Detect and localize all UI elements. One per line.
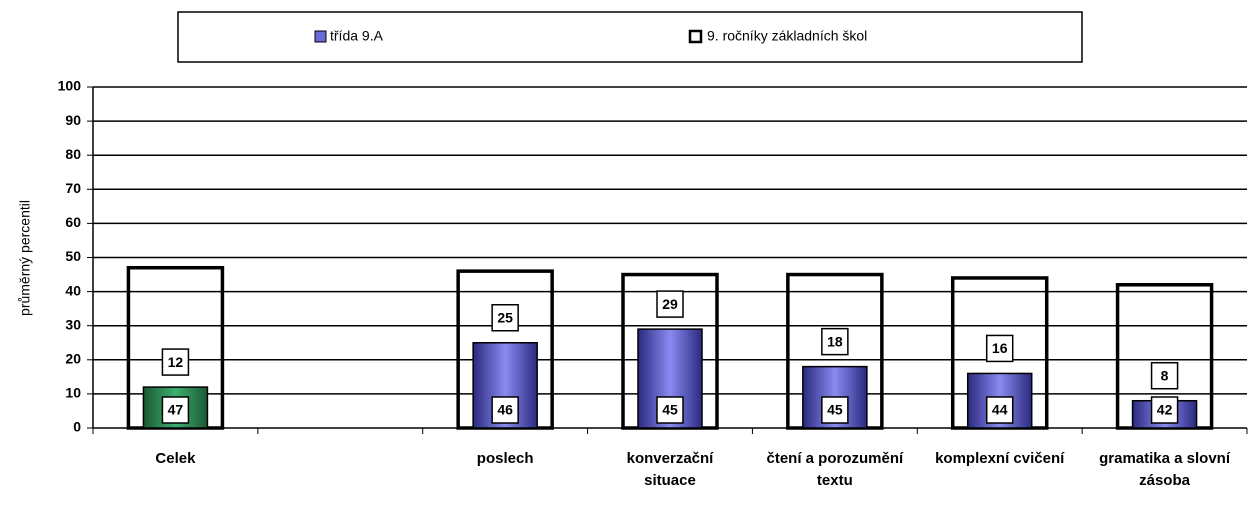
value-label-box bbox=[821, 327, 849, 356]
value-label: 8 bbox=[1161, 367, 1169, 383]
y-tick-label: 60 bbox=[65, 214, 81, 230]
y-tick-label: 0 bbox=[73, 419, 81, 435]
value-label-box bbox=[656, 396, 684, 424]
value-label: 12 bbox=[168, 354, 184, 370]
value-label-box bbox=[491, 396, 519, 424]
y-tick-label: 20 bbox=[65, 351, 81, 367]
legend-box bbox=[177, 11, 1083, 63]
value-label-box bbox=[1150, 396, 1179, 424]
value-label-box bbox=[161, 348, 190, 376]
y-tick-label: 90 bbox=[65, 112, 81, 128]
x-tick-label: čtení a porozumění textu bbox=[766, 450, 904, 489]
value-label: 46 bbox=[497, 402, 513, 418]
value-label-box bbox=[656, 290, 684, 318]
y-tick-label: 80 bbox=[65, 146, 81, 162]
y-tick-label: 50 bbox=[65, 248, 81, 264]
legend-swatch bbox=[688, 29, 703, 44]
value-label-box bbox=[1150, 361, 1179, 390]
value-label: 18 bbox=[827, 333, 843, 349]
legend-label: 9. ročníky základních škol bbox=[707, 28, 867, 44]
x-tick-label: komplexní cvičení bbox=[935, 450, 1065, 467]
x-tick-label: gramatika a slovní zásoba bbox=[1099, 450, 1231, 489]
x-tick-label: poslech bbox=[476, 450, 534, 467]
y-axis-label: průměrný percentil bbox=[17, 200, 33, 316]
x-tick-label: konverzační situace bbox=[626, 450, 714, 489]
x-tick-label: Celek bbox=[155, 450, 196, 467]
value-label: 16 bbox=[992, 340, 1008, 356]
value-label: 25 bbox=[497, 309, 513, 325]
value-label: 47 bbox=[168, 402, 184, 418]
value-label: 45 bbox=[827, 402, 843, 418]
legend-label: třída 9.A bbox=[330, 28, 384, 44]
value-label-box bbox=[491, 304, 519, 332]
value-label: 42 bbox=[1157, 402, 1173, 418]
value-label-box bbox=[985, 334, 1014, 363]
y-tick-label: 40 bbox=[65, 282, 81, 298]
value-label: 45 bbox=[662, 402, 678, 418]
y-tick-label: 100 bbox=[58, 78, 82, 94]
y-tick-label: 30 bbox=[65, 316, 81, 332]
legend-swatch bbox=[314, 30, 327, 43]
value-label-box bbox=[161, 396, 190, 424]
value-label-box bbox=[821, 396, 849, 424]
value-label-box bbox=[985, 396, 1014, 424]
value-label: 29 bbox=[662, 296, 678, 312]
y-tick-label: 70 bbox=[65, 180, 81, 196]
y-tick-label: 10 bbox=[65, 385, 81, 401]
value-label: 44 bbox=[992, 402, 1008, 418]
